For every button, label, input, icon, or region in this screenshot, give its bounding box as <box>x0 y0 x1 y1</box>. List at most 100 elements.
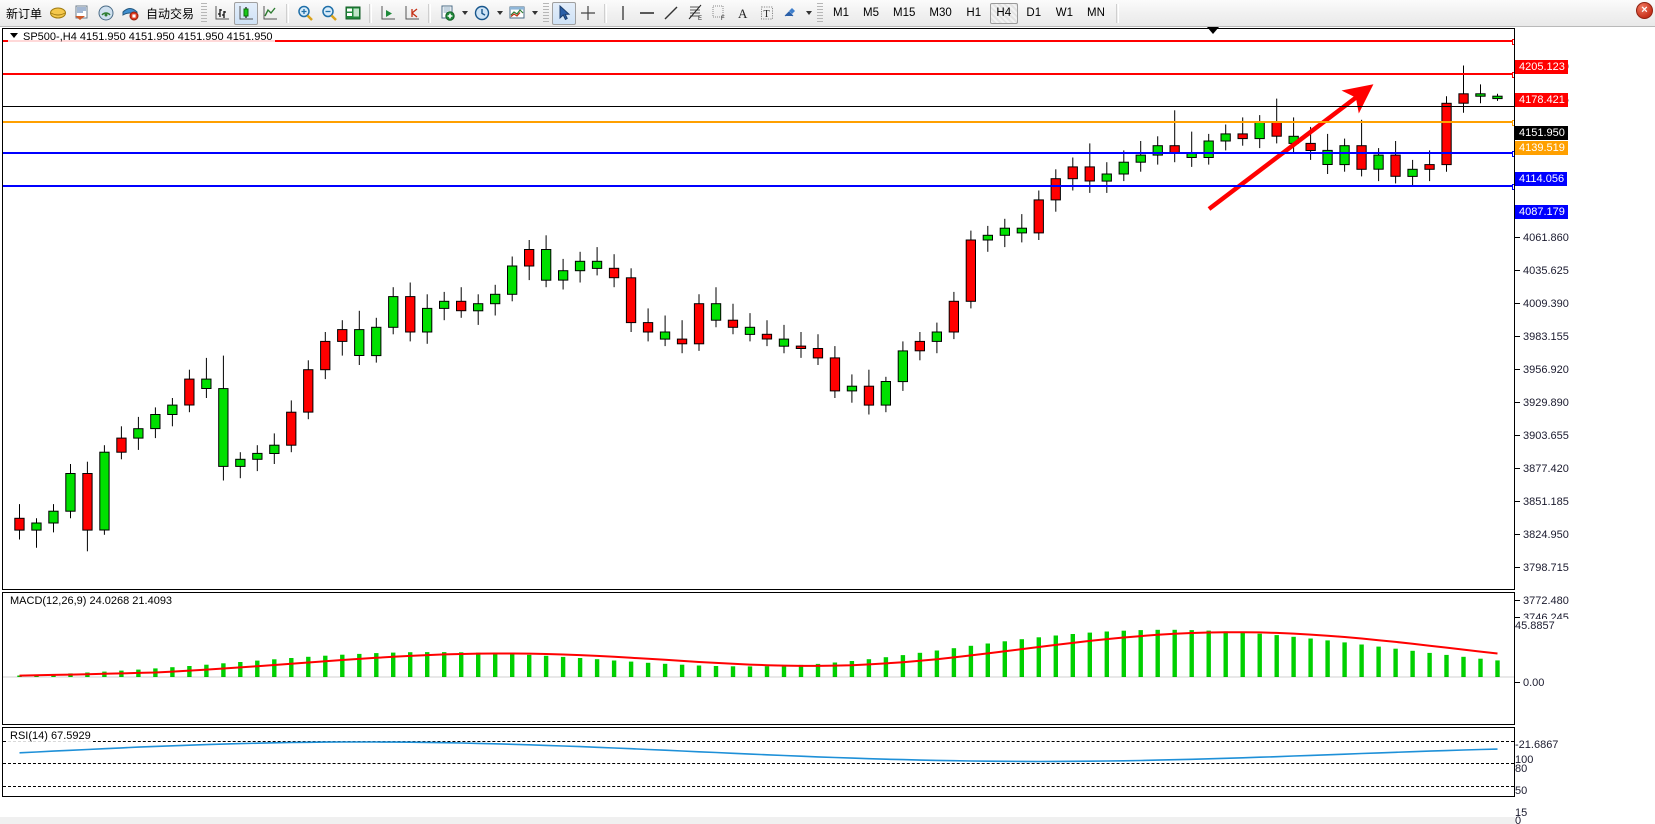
svg-text:F: F <box>721 16 725 22</box>
indicators-icon[interactable] <box>505 2 529 25</box>
macd-scale[interactable]: 45.8857 0.00 -21.6867 <box>1515 619 1655 753</box>
periods-icon[interactable] <box>470 2 494 25</box>
price-chip-last: 4151.950 <box>1515 126 1568 140</box>
timeframe-m15[interactable]: M15 <box>893 7 916 19</box>
rsi-tick: 15 <box>1515 807 1528 819</box>
macd-label: MACD(12,26,9) 24.0268 21.4093 <box>8 595 175 607</box>
rsi-series <box>19 741 1498 763</box>
rsi-tick: 50 <box>1515 785 1528 797</box>
horizontal-line-icon[interactable] <box>635 2 659 25</box>
price-tick: 3851.185 <box>1515 496 1569 508</box>
zoom-out-icon[interactable] <box>317 2 341 25</box>
timeframe-w1[interactable]: W1 <box>1055 7 1074 19</box>
fibonacci-icon[interactable]: E <box>683 2 707 25</box>
vertical-line-icon[interactable] <box>611 2 635 25</box>
toolbar-separator <box>604 3 608 23</box>
level-line-4114[interactable] <box>3 151 1514 157</box>
candlestick-chart-icon[interactable] <box>234 1 259 25</box>
toolbar-separator <box>286 3 290 23</box>
level-handle[interactable] <box>1512 72 1514 78</box>
cursor-icon[interactable] <box>552 1 577 25</box>
crosshair-icon[interactable] <box>576 2 600 25</box>
level-handle[interactable] <box>1512 39 1514 45</box>
shapes-icon[interactable] <box>779 2 803 25</box>
price-chip-4178[interactable]: 4178.421 <box>1515 93 1568 107</box>
main-toolbar: 新订单 <box>0 0 1655 27</box>
rsi-level-15 <box>3 786 1514 787</box>
svg-text:T: T <box>764 9 770 20</box>
text-label-icon[interactable]: T <box>755 2 779 25</box>
zoom-in-icon[interactable] <box>293 2 317 25</box>
timeframe-d1[interactable]: D1 <box>1026 7 1042 19</box>
chart-area[interactable]: SP500-,H4 4151.950 4151.950 4151.950 415… <box>0 27 1655 824</box>
macd-tick: 45.8857 <box>1515 620 1555 632</box>
symbol-info-label: SP500-,H4 4151.950 4151.950 4151.950 415… <box>8 31 275 43</box>
price-chip-4087[interactable]: 4087.179 <box>1515 205 1568 219</box>
price-scale[interactable]: 4193.830 4167.595 4061.860 4035.625 4009… <box>1515 55 1655 624</box>
chart-dropdown-icon[interactable] <box>10 33 18 38</box>
rsi-scale[interactable]: 100 80 50 15 0 <box>1515 754 1655 824</box>
line-chart-icon[interactable] <box>258 2 282 25</box>
chevron-down-icon[interactable] <box>459 2 470 24</box>
level-line-4205[interactable] <box>3 39 1514 45</box>
text-icon[interactable]: A <box>731 2 755 25</box>
price-chip-4114[interactable]: 4114.056 <box>1515 172 1568 186</box>
price-tick: 4061.860 <box>1515 232 1569 244</box>
tile-windows-icon[interactable] <box>341 2 365 25</box>
channel-icon[interactable]: F <box>707 2 731 25</box>
rsi-pane[interactable]: RSI(14) 67.5929 <box>2 727 1515 797</box>
expert-advisor-icon[interactable] <box>46 2 70 25</box>
rsi-tick: 0 <box>1515 815 1522 824</box>
price-tick: 3798.715 <box>1515 562 1569 574</box>
templates-icon[interactable] <box>435 2 459 25</box>
rsi-tick: 100 <box>1515 754 1534 766</box>
level-handle[interactable] <box>1512 151 1514 157</box>
price-pane[interactable]: SP500-,H4 4151.950 4151.950 4151.950 415… <box>2 28 1515 590</box>
rsi-label: RSI(14) 67.5929 <box>8 730 93 742</box>
bar-chart-icon[interactable] <box>210 2 234 25</box>
toolbar-grip[interactable] <box>201 3 208 23</box>
chart-shift-icon[interactable] <box>376 2 400 25</box>
price-tick: 3877.420 <box>1515 463 1569 475</box>
macd-series <box>3 629 1514 678</box>
data-window-icon[interactable] <box>70 2 94 25</box>
new-order-button[interactable]: 新订单 <box>6 6 43 21</box>
price-tick: 3956.920 <box>1515 364 1569 376</box>
timeframe-m30[interactable]: M30 <box>929 7 952 19</box>
level-handle[interactable] <box>1512 184 1514 190</box>
timeframe-mn[interactable]: MN <box>1087 7 1105 19</box>
chevron-down-icon[interactable] <box>803 2 814 24</box>
price-tick: 3772.480 <box>1515 595 1569 607</box>
timeframe-m5[interactable]: M5 <box>863 7 880 19</box>
chevron-down-icon[interactable] <box>529 2 540 24</box>
level-line-4087[interactable] <box>3 184 1514 190</box>
signal-icon[interactable] <box>94 2 118 25</box>
price-tick: 4035.625 <box>1515 265 1569 277</box>
auto-scroll-icon[interactable] <box>400 2 424 25</box>
price-chip-4205[interactable]: 4205.123 <box>1515 60 1568 74</box>
level-line-4139[interactable] <box>3 120 1514 126</box>
toolbar-grip[interactable] <box>817 3 824 23</box>
price-chip-4139[interactable]: 4139.519 <box>1515 141 1568 155</box>
timeframe-h1[interactable]: H1 <box>966 7 982 19</box>
trendline-icon[interactable] <box>659 2 683 25</box>
auto-trading-button[interactable]: 自动交易 <box>146 6 195 21</box>
price-tick: 4009.390 <box>1515 298 1569 310</box>
timeframe-m1[interactable]: M1 <box>833 7 850 19</box>
price-tick: 3983.155 <box>1515 331 1569 343</box>
candlestick-series <box>14 65 1503 552</box>
toolbar-grip[interactable] <box>543 3 550 23</box>
macd-pane[interactable]: MACD(12,26,9) 24.0268 21.4093 <box>2 592 1515 725</box>
level-handle[interactable] <box>1512 120 1514 126</box>
svg-text:A: A <box>738 6 748 21</box>
price-tick: 3903.655 <box>1515 430 1569 442</box>
chart-cursor-marker <box>1207 27 1219 34</box>
toolbar-separator <box>428 3 432 23</box>
timeframe-h4[interactable]: H4 <box>989 2 1018 24</box>
auto-trading-icon[interactable] <box>118 2 142 25</box>
close-icon[interactable]: × <box>1636 2 1653 19</box>
chevron-down-icon[interactable] <box>494 2 505 24</box>
level-line-4178[interactable] <box>3 72 1514 78</box>
macd-tick: 0.00 <box>1515 677 1544 689</box>
